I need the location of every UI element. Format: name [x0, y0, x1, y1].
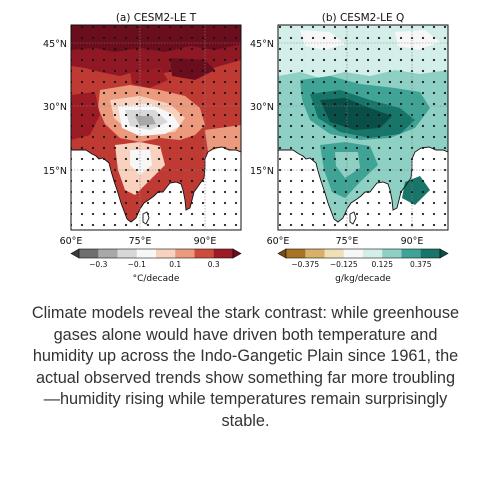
colorbar-extend-low — [70, 248, 80, 259]
panel-a-lat-tick: 45°N — [43, 39, 67, 50]
colorbar-tick-label: −0.3 — [89, 260, 107, 269]
panel-b-colorbar: −0.375 −0.125 0.125 0.375 — [277, 248, 449, 269]
colorbar-segment — [343, 249, 364, 258]
panel-a-lat-tick: 30°N — [43, 102, 67, 113]
colorbar-tick-label: −0.125 — [330, 260, 358, 269]
colorbar-tick-label: 0.1 — [169, 260, 181, 269]
panel-a-colorbar: −0.3 −0.1 0.1 0.3 — [70, 248, 242, 269]
panel-b-map — [278, 25, 448, 230]
colorbar-segment — [117, 249, 138, 258]
panel-a-title: (a) CESM2-LE T — [116, 12, 197, 24]
colorbar-extend-high — [439, 248, 449, 259]
colorbar-segment — [156, 249, 176, 258]
colorbar-segment — [175, 249, 195, 258]
colorbar-frame — [285, 248, 441, 259]
panel-a-frame — [70, 24, 242, 231]
colorbar-segment — [324, 249, 345, 258]
panel-a-lon-tick: 75°E — [129, 236, 152, 247]
panel-b-lat-tick: 30°N — [250, 102, 274, 113]
colorbar-segment — [79, 249, 99, 258]
colorbar-segment — [305, 249, 325, 258]
panel-b-title: (b) CESM2-LE Q — [322, 12, 404, 24]
panel-b-lon-tick: 60°E — [267, 236, 290, 247]
colorbar-tick-label: 0.3 — [208, 260, 220, 269]
colorbar-tick-label: 0.125 — [372, 260, 394, 269]
colorbar-frame — [78, 248, 234, 259]
panel-b: (b) CESM2-LE Q — [250, 12, 449, 284]
panel-b-lon-tick: 75°E — [336, 236, 359, 247]
panel-b-colorbar-label: g/kg/decade — [335, 274, 391, 284]
panel-b-frame — [277, 24, 449, 231]
panel-a-lat-tick: 15°N — [43, 166, 67, 177]
panel-a-lon-tick: 90°E — [194, 236, 217, 247]
panel-a-map — [71, 25, 241, 230]
colorbar-segment — [194, 249, 215, 258]
colorbar-segment — [98, 249, 118, 258]
panel-a-lon-tick: 60°E — [60, 236, 83, 247]
colorbar-tick-label: 0.375 — [410, 260, 432, 269]
colorbar-extend-high — [232, 248, 242, 259]
colorbar-segment — [382, 249, 402, 258]
colorbar-segment — [213, 249, 234, 258]
colorbar-segment — [136, 249, 157, 258]
colorbar-segment — [286, 249, 306, 258]
panel-a: (a) CESM2-LE T — [43, 12, 242, 284]
caption: Climate models reveal the stark contrast… — [31, 304, 460, 430]
colorbar-segment — [401, 249, 422, 258]
colorbar-segment — [420, 249, 441, 258]
panel-b-lon-tick: 90°E — [401, 236, 424, 247]
panel-b-lat-tick: 45°N — [250, 39, 274, 50]
figure: (a) CESM2-LE T — [43, 12, 449, 284]
colorbar-tick-label: −0.1 — [128, 260, 146, 269]
panel-b-lat-tick: 15°N — [250, 166, 274, 177]
colorbar-extend-low — [277, 248, 287, 259]
colorbar-tick-label: −0.375 — [291, 260, 319, 269]
panel-a-colorbar-label: °C/decade — [133, 274, 180, 284]
colorbar-segment — [363, 249, 383, 258]
